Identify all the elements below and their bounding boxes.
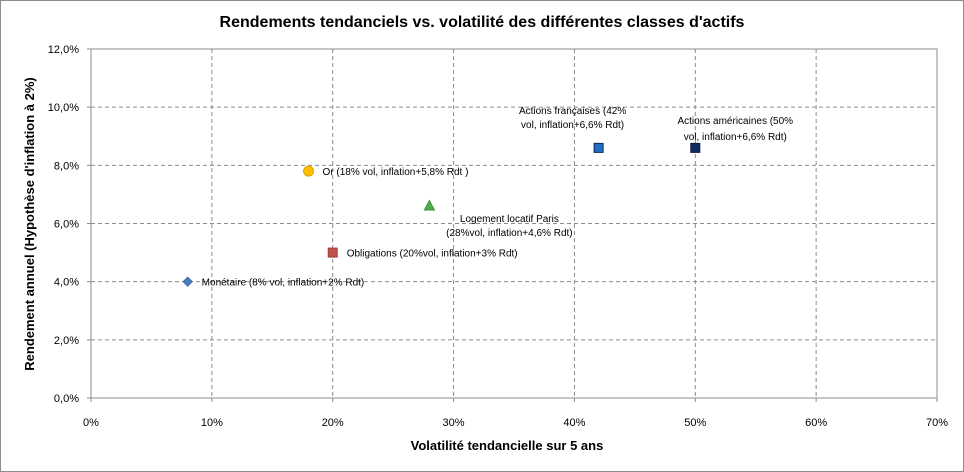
y-tick-label: 10,0% bbox=[48, 102, 79, 114]
logement-marker bbox=[423, 199, 436, 211]
actions-americaines-marker bbox=[690, 142, 701, 153]
x-tick-label: 40% bbox=[563, 417, 585, 429]
monetaire-marker bbox=[182, 276, 193, 287]
actions-americaines-label: vol, inflation+6,6% Rdt) bbox=[684, 132, 787, 143]
x-tick-label: 50% bbox=[684, 417, 706, 429]
y-tick-label: 4,0% bbox=[54, 277, 79, 289]
logement-label: (28%vol, inflation+4,6% Rdt) bbox=[446, 228, 572, 239]
x-tick-label: 0% bbox=[83, 417, 99, 429]
x-tick-label: 60% bbox=[805, 417, 827, 429]
gridlines bbox=[91, 49, 937, 398]
data-labels: Monétaire (8% vol, inflation+2% Rdt) Or (… bbox=[202, 106, 794, 289]
y-tick-label: 2,0% bbox=[54, 335, 79, 347]
logement-label: Logement locatif Paris bbox=[460, 214, 559, 225]
or-label: Or (18% vol, inflation+5,8% Rdt ) bbox=[323, 167, 469, 178]
x-axis-label: Volatilité tendancielle sur 5 ans bbox=[411, 438, 604, 453]
y-tick-label: 0,0% bbox=[54, 393, 79, 405]
actions-francaises-marker bbox=[593, 142, 604, 153]
monetaire-label: Monétaire (8% vol, inflation+2% Rdt) bbox=[202, 278, 365, 289]
y-axis-ticks: 0,0% 2,0% 4,0% 6,0% 8,0% 10,0% 12,0% bbox=[48, 44, 91, 405]
x-tick-label: 10% bbox=[201, 417, 223, 429]
y-tick-label: 6,0% bbox=[54, 219, 79, 231]
obligations-marker bbox=[327, 247, 338, 258]
actions-francaises-label: Actions françaises (42% bbox=[519, 106, 626, 117]
data-points bbox=[182, 142, 701, 287]
y-axis-label: Rendement annuel (Hypothèse d'inflation … bbox=[22, 77, 37, 370]
x-tick-label: 70% bbox=[926, 417, 948, 429]
actions-americaines-label: Actions américaines (50% bbox=[677, 116, 793, 127]
obligations-label: Obligations (20%vol, inflation+3% Rdt) bbox=[347, 249, 518, 260]
or-marker bbox=[303, 165, 315, 177]
x-axis-ticks: 0% 10% 20% 30% 40% 50% 60% 70% bbox=[83, 398, 948, 429]
y-tick-label: 8,0% bbox=[54, 160, 79, 172]
x-tick-label: 30% bbox=[443, 417, 465, 429]
chart-title: Rendements tendanciels vs. volatilité de… bbox=[220, 14, 745, 31]
y-tick-label: 12,0% bbox=[48, 44, 79, 56]
actions-francaises-label: vol, inflation+6,6% Rdt) bbox=[521, 120, 624, 131]
x-tick-label: 20% bbox=[322, 417, 344, 429]
